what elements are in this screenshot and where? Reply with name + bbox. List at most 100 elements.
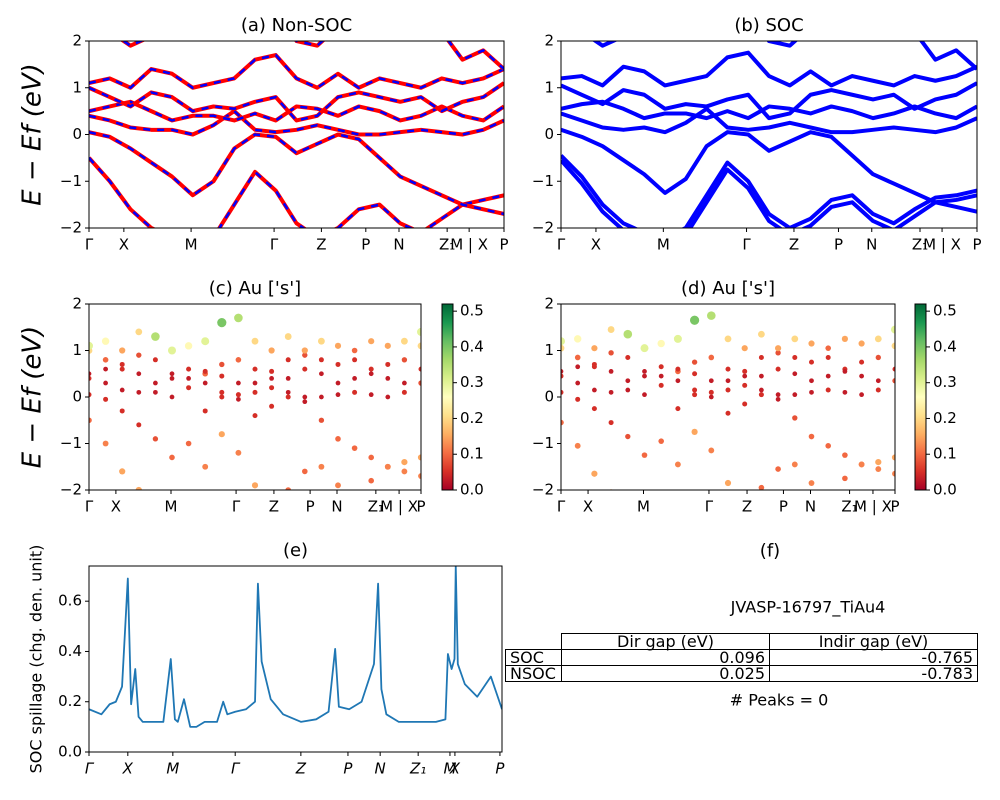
panel-title: (c) Au ['s'] <box>209 278 301 299</box>
band-point <box>875 387 881 393</box>
band-point <box>318 357 324 363</box>
x-tick-label: X <box>583 498 593 516</box>
colorbar-tick-label: 0.1 <box>460 445 484 463</box>
band-point <box>574 354 581 361</box>
band-point <box>607 326 615 333</box>
band-point <box>301 347 308 354</box>
colorbar-tick-label: 0.0 <box>460 481 484 499</box>
band-point <box>775 466 781 472</box>
x-tick-label: P <box>779 498 788 516</box>
gap-table: Dir gap (eV) Indir gap (eV) SOC 0.096 -0… <box>505 633 978 682</box>
band-point <box>185 440 192 447</box>
band-point <box>591 345 598 352</box>
band-point <box>658 364 664 370</box>
x-tick-label: Γ <box>232 498 241 516</box>
band-point <box>285 389 291 395</box>
band-line <box>561 50 977 88</box>
colorbar-tick-label: 0.3 <box>933 373 957 391</box>
y-tick-label: 1 <box>544 78 554 96</box>
plot-area <box>89 41 504 228</box>
band-point <box>673 334 682 343</box>
band-point <box>103 396 109 402</box>
band-point <box>368 366 374 372</box>
band-point <box>184 342 193 350</box>
band-point <box>574 335 582 343</box>
band-point <box>285 394 291 400</box>
band-point <box>103 366 108 372</box>
colorbar-tick-label: 0.3 <box>460 373 484 391</box>
band-point <box>186 497 192 503</box>
band-point <box>136 371 142 377</box>
header-row: Dir gap (eV) Indir gap (eV) <box>506 633 978 650</box>
band-point <box>775 366 781 372</box>
y-tick-label: −2 <box>60 481 82 499</box>
y-tick-label: −1 <box>60 434 82 452</box>
band-point <box>842 389 848 395</box>
x-tick-label: X <box>119 236 129 254</box>
band-point <box>859 373 864 379</box>
band-point <box>791 335 799 343</box>
y-tick-label: −1 <box>60 172 82 190</box>
band-point <box>235 449 242 456</box>
band-point <box>269 385 275 391</box>
band-point <box>808 340 815 347</box>
plot-area <box>89 566 502 728</box>
y-tick-label: 2 <box>72 295 82 313</box>
band-point <box>792 354 798 360</box>
band-point <box>186 376 191 381</box>
y-axis-label: SOC spillage (chg. den. unit) <box>27 545 46 774</box>
x-tick-label: Γ <box>85 760 95 778</box>
band-point <box>859 392 864 398</box>
band-point <box>169 394 175 400</box>
band-point <box>708 389 714 395</box>
band-line <box>561 127 977 214</box>
band-point <box>875 466 882 472</box>
band-point <box>285 487 291 490</box>
band-point <box>417 342 421 350</box>
colorbar-tick-label: 0.5 <box>460 302 484 320</box>
band-point <box>892 366 895 372</box>
band-point <box>641 452 648 458</box>
band-point <box>725 410 731 416</box>
band-line <box>561 154 977 228</box>
band-line <box>89 53 504 90</box>
band-point <box>892 378 895 384</box>
x-tick-label: M | X <box>450 236 488 254</box>
band-point <box>186 385 192 391</box>
band-point <box>418 380 421 386</box>
band-point <box>625 387 631 393</box>
band-point <box>561 419 564 426</box>
band-point <box>153 389 158 395</box>
band-point <box>608 350 614 356</box>
axes-frame <box>88 40 505 229</box>
x-tick-label: Z <box>316 236 326 254</box>
x-tick-label: M | X <box>380 498 418 516</box>
x-tick-label: N <box>375 760 386 778</box>
band-point <box>625 354 631 360</box>
x-tick-label: Γ <box>231 760 241 778</box>
y-axis-label: E − Ef (eV) <box>18 326 48 469</box>
band-point <box>675 378 681 384</box>
band-point <box>219 389 225 395</box>
band-point <box>561 373 564 379</box>
material-name: JVASP-16797_TiAu4 <box>730 597 886 617</box>
x-tick-label: Γ <box>705 498 714 516</box>
band-point <box>302 366 308 372</box>
x-tick-label: M <box>657 236 670 254</box>
band-point <box>591 364 597 370</box>
band-point <box>724 335 732 343</box>
y-tick-label: 0 <box>544 388 554 406</box>
band-point <box>808 480 815 486</box>
band-point <box>608 420 614 426</box>
x-tick-label: Γ <box>85 498 94 516</box>
x-tick-label: Γ <box>270 236 279 254</box>
band-point <box>592 387 597 393</box>
y-tick-label: 0.2 <box>58 692 82 710</box>
panel-title: (a) Non-SOC <box>241 15 352 36</box>
panel-title: (b) SOC <box>734 15 803 36</box>
x-tick-label: M <box>637 498 650 516</box>
band-point <box>302 399 308 405</box>
band-point <box>759 387 764 393</box>
band-point <box>825 387 831 393</box>
